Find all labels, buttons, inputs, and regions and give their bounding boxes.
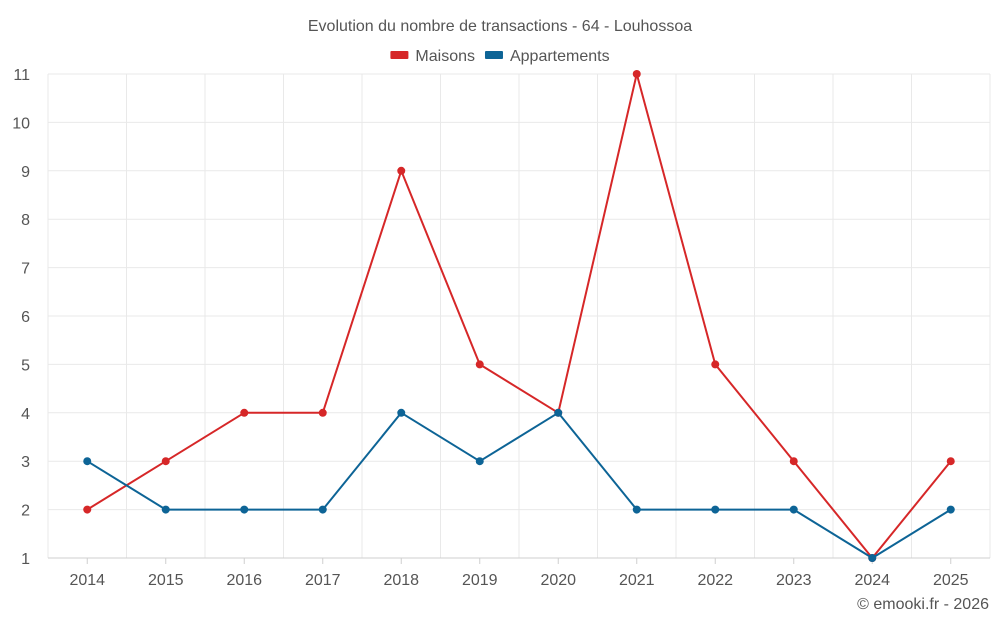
y-tick-label: 9 — [21, 164, 30, 181]
y-tick-label: 6 — [21, 309, 30, 326]
legend-label: Appartements — [510, 48, 610, 65]
series-line — [86, 73, 952, 559]
y-tick-label: 7 — [21, 261, 30, 278]
axes: 1 2 3 4 5 6 7 8 9 10 11 2014 2015 2016 2017 2018 2019 202… — [12, 67, 990, 589]
y-tick-label: 3 — [21, 454, 30, 471]
data-point[interactable] — [397, 408, 406, 417]
y-tick-label: 4 — [21, 406, 30, 423]
grid — [47, 73, 991, 558]
y-tick-label: 5 — [21, 357, 30, 374]
data-point[interactable] — [711, 505, 720, 514]
x-tick-label: 2019 — [462, 572, 498, 589]
data-point[interactable] — [632, 505, 641, 514]
data-point[interactable] — [83, 505, 92, 514]
data-point[interactable] — [318, 408, 327, 417]
data-point[interactable] — [318, 505, 327, 514]
data-point[interactable] — [946, 505, 955, 514]
data-point[interactable] — [789, 505, 798, 514]
x-tick-label: 2020 — [540, 572, 576, 589]
x-tick-label: 2021 — [619, 572, 655, 589]
legend-swatch — [390, 51, 409, 59]
data-point[interactable] — [711, 360, 720, 369]
legend-swatch — [484, 51, 503, 59]
x-tick-label: 2015 — [148, 572, 184, 589]
data-point[interactable] — [240, 408, 249, 417]
data-point[interactable] — [946, 457, 955, 466]
series-line — [86, 411, 952, 559]
data-point[interactable] — [475, 457, 484, 466]
x-tick-label: 2017 — [305, 572, 341, 589]
data-point[interactable] — [475, 360, 484, 369]
series-appartements — [83, 408, 955, 562]
x-tick-label: 2016 — [226, 572, 262, 589]
credit-text: © emooki.fr - 2026 — [857, 596, 989, 613]
x-tick-label: 2024 — [854, 572, 890, 589]
y-tick-label: 11 — [13, 67, 30, 84]
x-tick-label: 2014 — [69, 572, 105, 589]
series-maisons — [83, 70, 955, 562]
x-tick-label: 2018 — [383, 572, 419, 589]
x-tick-label: 2023 — [776, 572, 812, 589]
data-point[interactable] — [868, 554, 877, 562]
series-layer — [83, 70, 955, 562]
y-tick-label: 10 — [12, 115, 30, 132]
data-point[interactable] — [161, 457, 170, 466]
y-tick-label: 2 — [21, 503, 30, 520]
x-tick-label: 2022 — [697, 572, 733, 589]
legend-label: Maisons — [415, 48, 475, 65]
data-point[interactable] — [554, 408, 563, 417]
legend: Maisons Appartements — [390, 48, 610, 65]
data-point[interactable] — [240, 505, 249, 514]
chart-title: Evolution du nombre de transactions - 64… — [308, 18, 692, 35]
data-point[interactable] — [632, 70, 641, 78]
legend-item-appartements[interactable]: Appartements — [484, 48, 610, 65]
data-point[interactable] — [397, 166, 406, 175]
data-point[interactable] — [83, 457, 92, 466]
x-tick-label: 2025 — [933, 572, 969, 589]
legend-item-maisons[interactable]: Maisons — [390, 48, 475, 65]
y-tick-label: 1 — [21, 551, 30, 568]
y-tick-label: 8 — [21, 212, 30, 229]
data-point[interactable] — [789, 457, 798, 466]
data-point[interactable] — [161, 505, 170, 514]
